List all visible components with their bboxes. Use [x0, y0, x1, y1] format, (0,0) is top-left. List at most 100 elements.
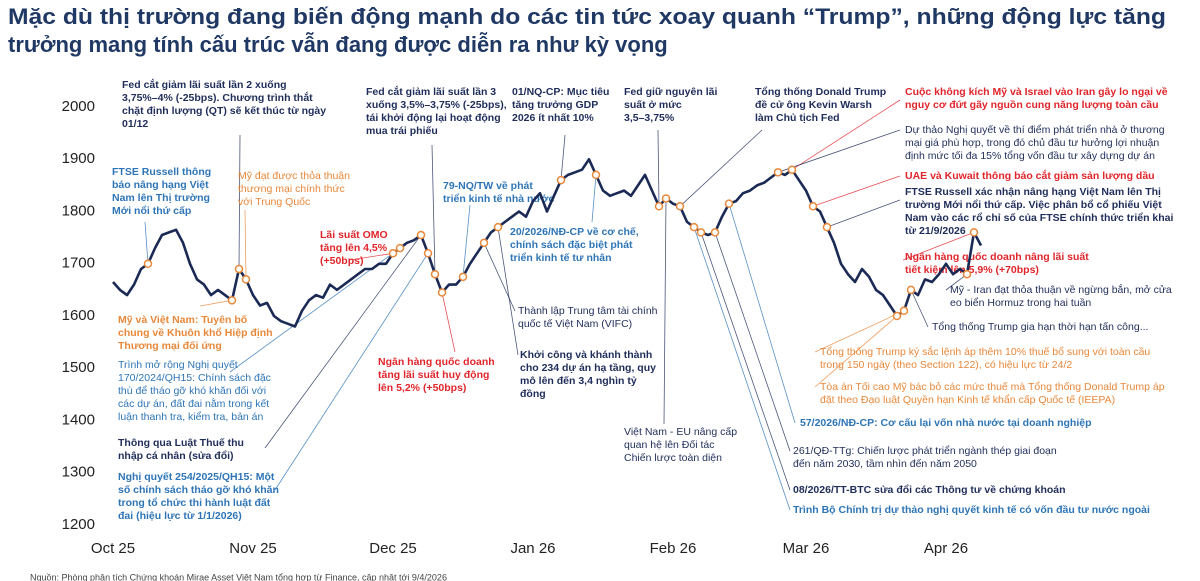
annotation-leader	[791, 99, 901, 171]
annotation: Cuộc không kích Mỹ và Israel vào Iran gâ…	[905, 86, 1168, 111]
annotation-line: Mỹ đạt được thỏa thuận	[238, 170, 350, 182]
annotation: 57/2026/NĐ-CP: Cơ cấu lại vốn nhà nước t…	[800, 417, 1092, 429]
annotation-leader	[910, 289, 929, 328]
x-tick-label: Dec 25	[369, 540, 417, 557]
annotation-line: chung về Khuôn khổ Hiệp định	[118, 327, 273, 339]
annotation: Khởi công và khánh thành cho 234 dự án hạ…	[520, 349, 656, 400]
annotation-line: làm Chủ tịch Fed	[755, 112, 840, 124]
annotation-leader	[199, 299, 233, 307]
annotation-line: tiết kiệm lên 5,9% (+70bps)	[905, 264, 1039, 276]
event-marker	[808, 202, 818, 211]
annotation-line: Thương mại đối ứng	[118, 340, 222, 352]
event-marker	[416, 230, 426, 240]
annotations: Fed cắt giảm lãi suất lần 2 xuống 3,75%–4…	[112, 78, 1174, 522]
annotation-leader	[238, 134, 241, 269]
event-marker	[227, 296, 237, 305]
chart-title: trưởng mang tính cấu trúc vẫn đang được …	[8, 32, 668, 57]
annotation-line: Nam vào các rổ chỉ số của FTSE chính thứ…	[905, 212, 1174, 224]
annotation-leader	[274, 253, 429, 491]
annotation: FTSE Russell xác nhận nâng hạng Việt Nam…	[905, 186, 1174, 237]
annotation-line: triển kinh tế nhà nước	[443, 193, 554, 205]
event-marker	[696, 228, 706, 237]
event-marker	[675, 202, 685, 211]
annotation-line: 08/2026/TT-BTC sửa đổi các Thông tư về c…	[793, 484, 1066, 496]
event-marker	[395, 243, 405, 253]
annotation: Fed cắt giảm lãi suất lần 2 xuống 3,75%–4…	[122, 78, 326, 130]
annotation-leader	[264, 234, 422, 449]
annotation-leader	[814, 310, 905, 353]
event-marker	[822, 222, 832, 232]
annotation-line: trong 150 ngày (theo Section 122), có hi…	[820, 359, 1072, 371]
annotation-line: đặt theo Đạo luật Quyền hạn Kinh tế khẩn…	[820, 394, 1115, 406]
annotation-line: Chiến lược toàn diện	[624, 452, 722, 464]
annotation-line: mại giá phù hợp, trong đó chủ đầu tư hưở…	[905, 137, 1159, 149]
event-marker	[479, 238, 489, 248]
x-tick-label: Mar 26	[783, 540, 830, 557]
event-marker	[423, 249, 433, 258]
annotation-leader	[144, 221, 149, 264]
annotation-leader	[244, 209, 247, 280]
annotation-line: Cuộc không kích Mỹ và Israel vào Iran gâ…	[905, 86, 1168, 98]
annotation: Mỹ và Việt Nam: Tuyên bố chung về Khuôn k…	[118, 314, 273, 352]
annotation-line: 3,75%–4% (-25bps). Chương trình thắt	[122, 91, 313, 104]
annotation-leader	[777, 129, 901, 173]
y-tick-label: 1600	[62, 307, 95, 324]
annotation-line: thù để tháo gỡ khó khăn đối với	[118, 385, 266, 397]
annotation: Tổng thống Trump gia hạn thời hạn tấn cô…	[932, 321, 1148, 333]
annotation-line: 79-NQ/TW về phát	[443, 180, 533, 192]
annotation: FTSE Russell thông báo nâng hạng Việt Nam …	[112, 166, 211, 217]
annotation: Tổng thống Donald Trump đề cử ông Kevin W…	[755, 86, 886, 124]
annotation-line: mô lên đến 3,4 nghìn tỷ	[520, 375, 637, 387]
annotation-leader	[812, 175, 901, 207]
annotation-line: đến năm 2030, tầm nhìn đến năm 2050	[793, 458, 977, 470]
annotation: 01/NQ-CP: Mục tiêu tăng trưởng GDP 2026 ít…	[512, 86, 609, 124]
y-tick-label: 1800	[62, 202, 95, 219]
price-line	[112, 158, 983, 328]
annotation: Việt Nam - EU nâng cấp quan hệ lên Đối tá…	[624, 426, 737, 464]
annotation-line: eo biển Hormuz trong hai tuần	[950, 297, 1091, 309]
x-tick-label: Feb 26	[650, 540, 697, 557]
annotation-line: cho 234 dự án hạ tầng, quy	[520, 362, 656, 374]
annotation-line: Nam lên Thị trường	[112, 192, 210, 204]
annotation: Tổng thống Trump ký sắc lệnh áp thêm 10%…	[820, 345, 1150, 371]
annotation-line: Dự thảo Nghị quyết về thí điểm phát triể…	[905, 124, 1165, 136]
event-marker	[234, 264, 244, 274]
event-marker	[556, 175, 566, 185]
event-marker	[591, 170, 601, 180]
annotation-line: quốc tế Việt Nam (VIFC)	[518, 318, 632, 330]
annotation: 08/2026/TT-BTC sửa đổi các Thông tư về c…	[793, 484, 1066, 496]
annotation-line: Mới nổi thứ cấp	[112, 205, 191, 217]
annotation-line: Thành lập Trung tâm tài chính	[518, 305, 658, 317]
annotation-leader	[700, 232, 791, 491]
annotation-line: Mỹ - Iran đạt thỏa thuận về ngừng bắn, m…	[950, 283, 1172, 296]
annotation: Mỹ đạt được thỏa thuận thương mại chính t…	[238, 170, 350, 208]
event-marker	[710, 228, 720, 237]
annotation-leader	[679, 129, 763, 207]
annotation-line: UAE và Kuwait thông báo cắt giảm sản lượ…	[905, 169, 1155, 182]
annotation-line: Tổng thống Trump gia hạn thời hạn tấn cô…	[932, 321, 1148, 333]
annotation-line: xuống 3,5%–3,75% (-25bps),	[366, 99, 507, 111]
annotation-line: 261/QĐ-TTg: Chiến lược phát triển ngành …	[793, 445, 1057, 457]
annotation-line: 3,5–3,75%	[624, 112, 675, 124]
annotation-line: số chính sách tháo gỡ khó khăn	[118, 484, 279, 496]
event-marker	[143, 259, 153, 268]
annotation-line: 170/2024/QH15: Chính sách đặc	[118, 372, 271, 384]
annotation-line: Tòa án Tối cao Mỹ bác bỏ các mức thuế mà…	[820, 381, 1165, 393]
annotation-line: tăng trưởng GDP	[512, 99, 598, 111]
annotation-line: suất ở mức	[624, 99, 682, 111]
annotation-leader	[814, 315, 898, 388]
annotation-line: Mỹ và Việt Nam: Tuyên bố	[118, 314, 248, 326]
annotation-line: từ 21/9/2026	[905, 225, 966, 237]
annotation: UAE và Kuwait thông báo cắt giảm sản lượ…	[905, 169, 1155, 182]
y-tick-label: 1400	[62, 411, 95, 428]
annotation: Tòa án Tối cao Mỹ bác bỏ các mức thuế mà…	[820, 381, 1165, 406]
event-marker	[787, 165, 797, 174]
annotation-leader	[349, 252, 394, 261]
annotation-leader	[497, 227, 519, 356]
annotation-line: Khởi công và khánh thành	[520, 349, 652, 361]
annotation: Lãi suất OMO tăng lên 4,5% (+50bps)	[320, 229, 388, 267]
annotation-leader	[657, 129, 660, 207]
x-tick-label: Apr 26	[924, 540, 968, 557]
y-tick-label: 1300	[62, 464, 95, 481]
annotation-line: đề cử ông Kevin Warsh	[755, 99, 872, 111]
